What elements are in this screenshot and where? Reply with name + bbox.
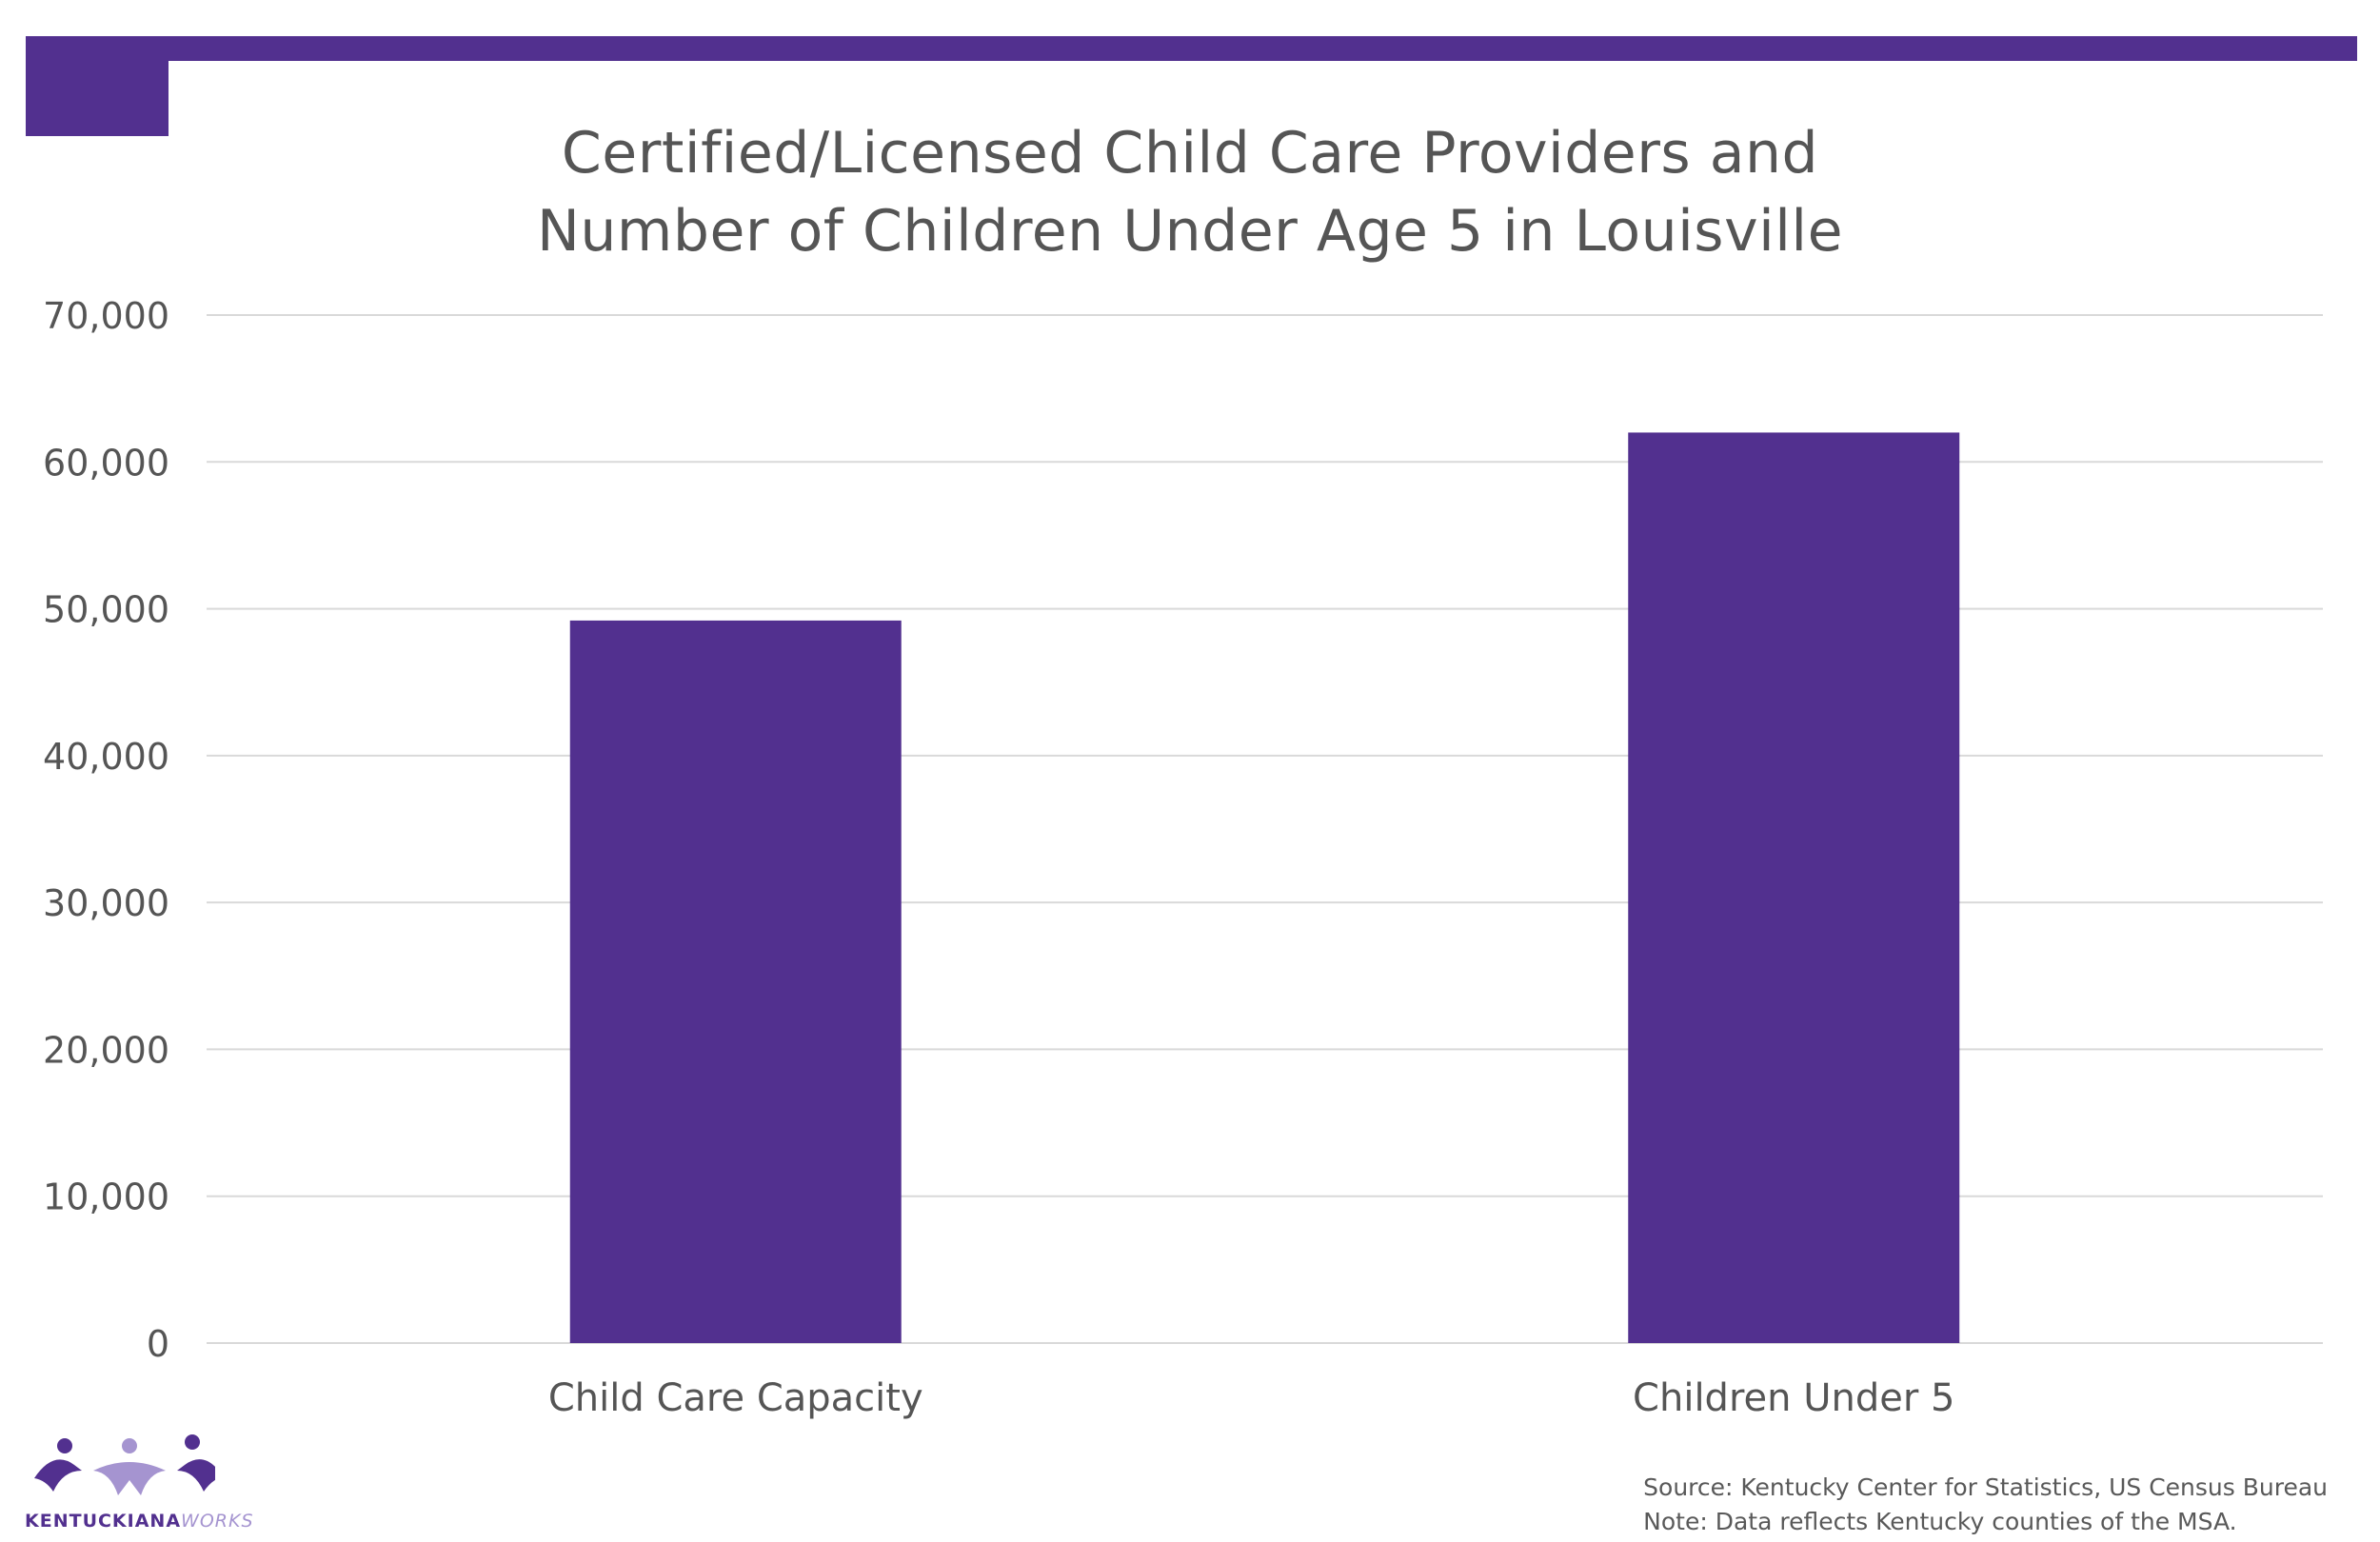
- y-tick-label: 60,000: [43, 442, 169, 484]
- corner-accent-block: [26, 36, 169, 136]
- x-tick-label: Children Under 5: [1633, 1376, 1954, 1420]
- y-tick-label: 40,000: [43, 736, 169, 778]
- source-notes: Source: Kentucky Center for Statistics, …: [1643, 1471, 2328, 1539]
- bar-children-under-5: [1628, 432, 1960, 1343]
- logo-text-works: WORKS: [181, 1511, 254, 1532]
- y-tick-label: 10,000: [43, 1176, 169, 1218]
- y-tick-label: 70,000: [43, 295, 169, 337]
- chart-title-line-2: Number of Children Under Age 5 in Louisv…: [537, 198, 1843, 265]
- chart-title-line-1: Certified/Licensed Child Care Providers …: [561, 120, 1819, 187]
- three-people-icon: [34, 1434, 223, 1495]
- kentuckiana-works-logo: KENTUCKIANAWORKS: [25, 1433, 253, 1537]
- y-tick-label: 50,000: [43, 589, 169, 631]
- y-tick-label: 20,000: [43, 1029, 169, 1071]
- y-tick-label: 0: [147, 1323, 169, 1365]
- note-text: Note: Data reflects Kentucky counties of…: [1643, 1508, 2237, 1535]
- header-accent-bar: [168, 36, 2357, 61]
- logo-wordmark: KENTUCKIANAWORKS: [25, 1511, 254, 1532]
- y-tick-label: 30,000: [43, 882, 169, 924]
- source-text: Source: Kentucky Center for Statistics, …: [1643, 1473, 2328, 1501]
- chart-title: Certified/Licensed Child Care Providers …: [286, 114, 2094, 270]
- x-tick-label: Child Care Capacity: [548, 1376, 923, 1420]
- bar-child-care-capacity: [569, 620, 902, 1343]
- logo-text-kentuckiana: KENTUCKIANA: [25, 1511, 182, 1532]
